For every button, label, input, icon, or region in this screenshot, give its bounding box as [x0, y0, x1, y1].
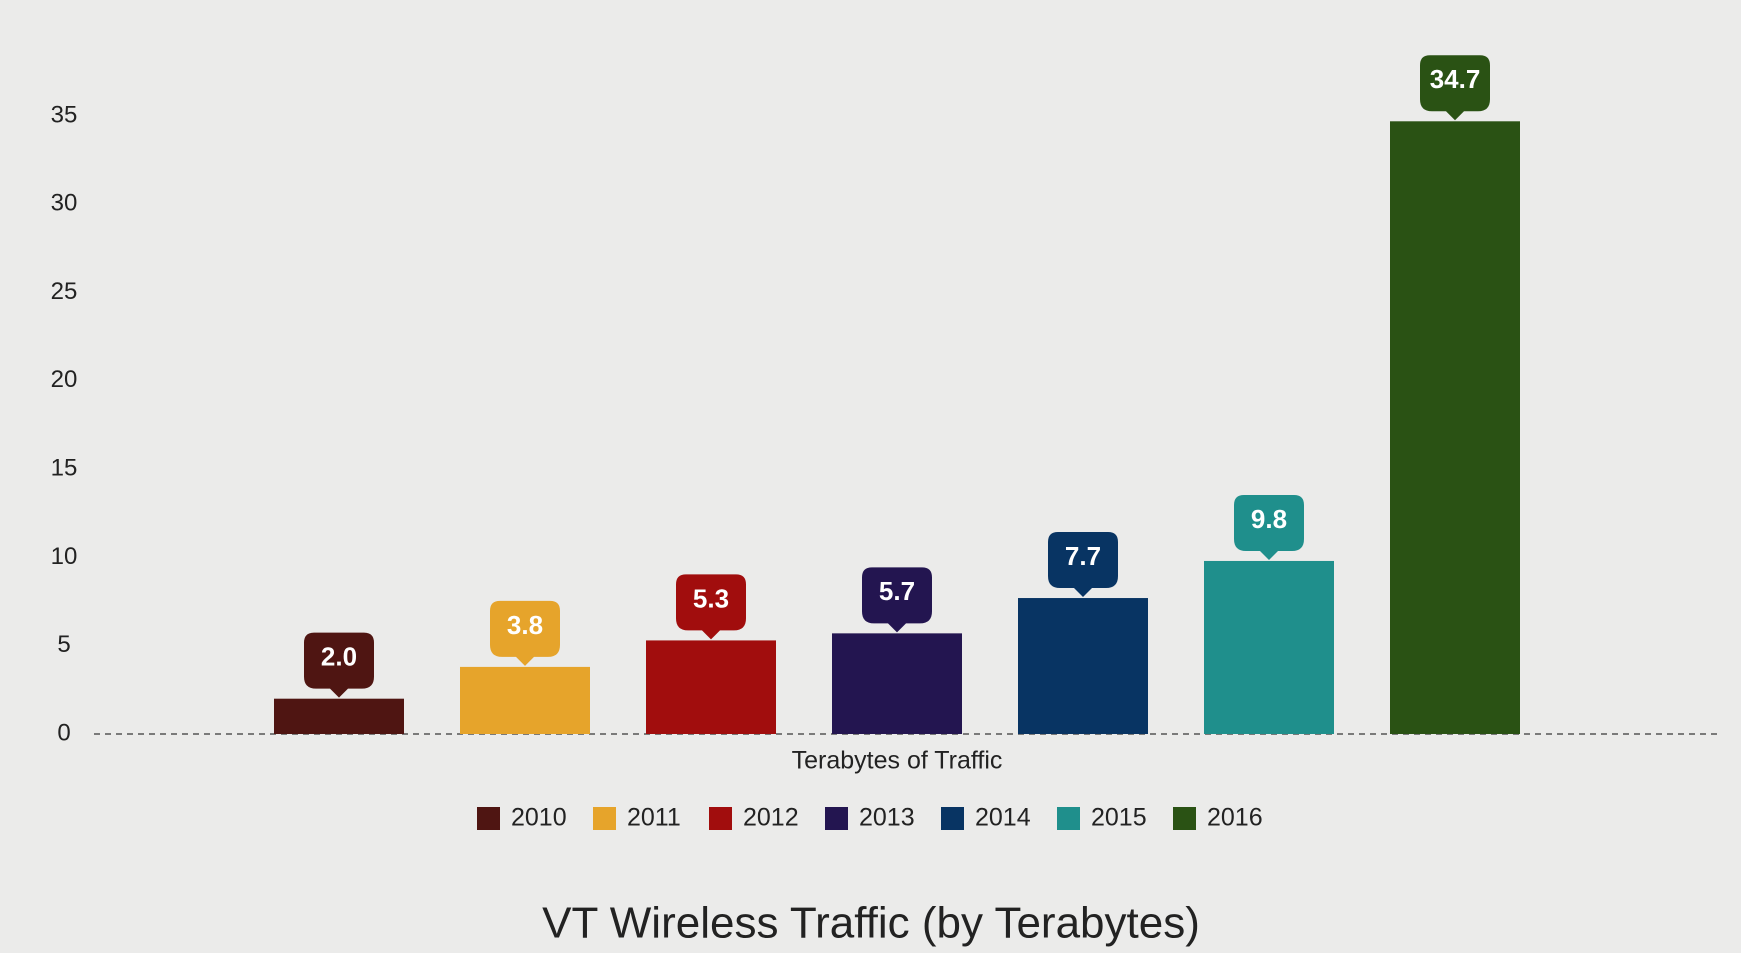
bar: [1390, 121, 1520, 735]
label-callout: [1048, 532, 1118, 598]
legend-swatch: [941, 807, 964, 830]
legend-swatch: [477, 807, 500, 830]
y-tick-label: 0: [57, 719, 70, 746]
data-label: 5.3: [693, 583, 729, 613]
y-tick-label: 20: [51, 366, 78, 393]
legend-label: 2010: [511, 804, 567, 832]
legend-swatch: [1057, 807, 1080, 830]
legend-label: 2012: [743, 804, 799, 832]
data-label: 34.7: [1430, 64, 1481, 94]
data-label: 3.8: [507, 610, 543, 640]
y-tick-label: 10: [51, 543, 78, 570]
y-tick-label: 15: [51, 454, 78, 481]
bar: [1204, 560, 1334, 734]
label-callout: [676, 574, 746, 640]
data-label: 2.0: [321, 642, 357, 672]
y-tick-label: 25: [51, 278, 78, 305]
legend-swatch: [825, 807, 848, 830]
label-callout: [862, 567, 932, 633]
data-label: 5.7: [879, 576, 915, 606]
chart-title: VT Wireless Traffic (by Terabytes): [542, 899, 1200, 948]
y-tick-label: 35: [51, 101, 78, 128]
bar: [832, 633, 962, 734]
x-tick-label: Terabytes of Traffic: [792, 747, 1003, 775]
bar: [1018, 598, 1148, 734]
legend-swatch: [1173, 807, 1196, 830]
label-callout: [490, 600, 560, 666]
legend-swatch: [593, 807, 616, 830]
label-callout: [304, 632, 374, 698]
legend-label: 2016: [1207, 804, 1263, 832]
bar: [274, 698, 404, 734]
bar: [646, 640, 776, 734]
y-tick-label: 5: [57, 631, 70, 658]
y-tick-label: 30: [51, 190, 78, 217]
legend-label: 2013: [859, 804, 915, 832]
legend-swatch: [709, 807, 732, 830]
legend-label: 2015: [1091, 804, 1147, 832]
label-callout: [1234, 494, 1304, 560]
data-label: 9.8: [1251, 504, 1287, 534]
bar: [460, 666, 590, 734]
label-callout: [1420, 55, 1490, 121]
legend-label: 2011: [627, 804, 681, 832]
data-label: 7.7: [1065, 541, 1101, 571]
legend-label: 2014: [975, 804, 1031, 832]
